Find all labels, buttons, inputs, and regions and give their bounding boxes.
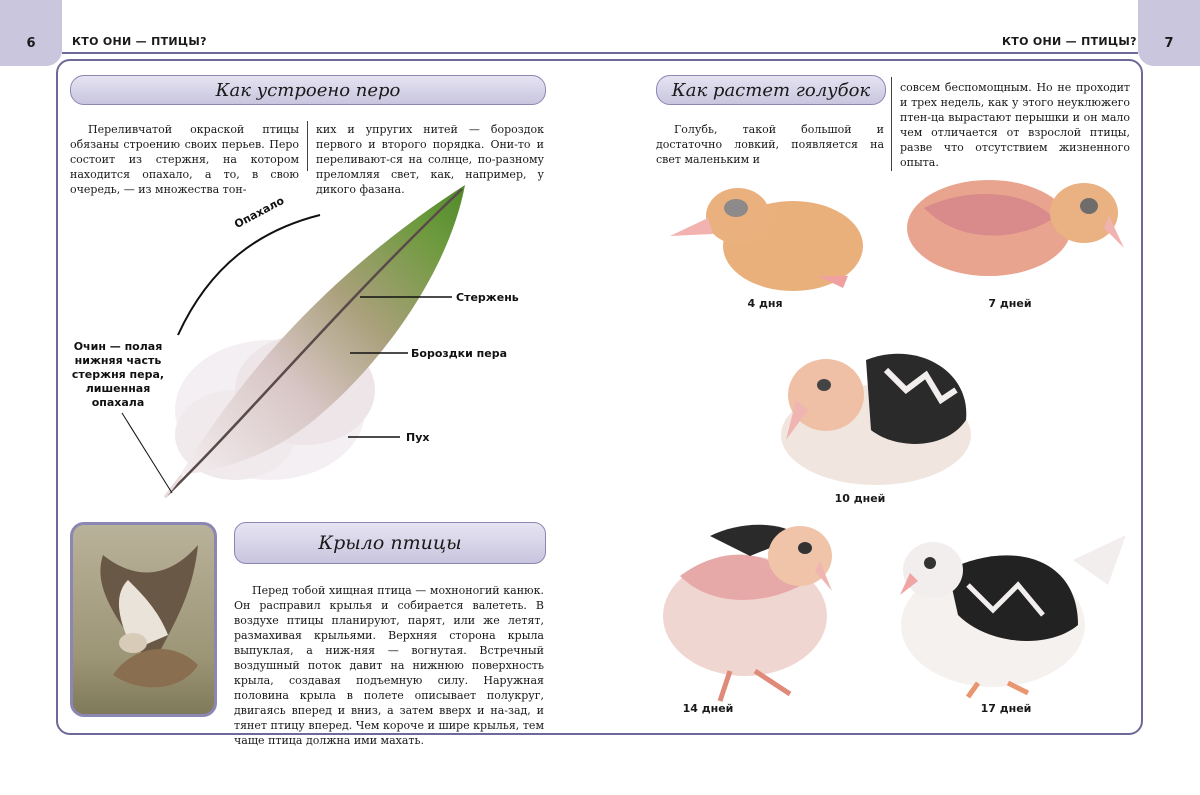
running-title-left: КТО ОНИ — ПТИЦЫ? bbox=[72, 35, 207, 48]
chick-day7-photo bbox=[907, 180, 1124, 276]
chick-day10-photo bbox=[781, 353, 971, 485]
label-barbs: Бороздки пера bbox=[411, 347, 508, 360]
caption-day10: 10 дней bbox=[834, 492, 886, 505]
feather-section-title: Как устроено перо bbox=[70, 75, 546, 105]
pigeon-text-col2: совсем беспомощным. Но не проходит и тре… bbox=[900, 81, 1130, 169]
hawk-photo bbox=[70, 522, 217, 717]
pigeon-text-col1: Голубь, такой большой и достаточно ловки… bbox=[656, 123, 884, 166]
feather-illustration bbox=[121, 185, 465, 498]
caption-day4: 4 дня bbox=[747, 297, 783, 310]
running-title-right: КТО ОНИ — ПТИЦЫ? bbox=[1002, 35, 1137, 48]
wing-section-title: Крыло птицы bbox=[234, 522, 546, 564]
page-number-left: 6 bbox=[0, 0, 62, 66]
caption-day7: 7 дней bbox=[988, 297, 1032, 310]
header-rule bbox=[62, 52, 1138, 54]
caption-day17: 17 дней bbox=[980, 702, 1032, 715]
chick-day17-photo bbox=[900, 535, 1126, 699]
feather-shaft bbox=[164, 188, 463, 498]
page-number-right: 7 bbox=[1138, 0, 1200, 66]
label-calamus: Очин — полая нижняя часть стержня пера, … bbox=[71, 340, 165, 409]
chick-day4-photo bbox=[670, 188, 863, 291]
column-divider bbox=[307, 121, 308, 171]
feather-text-col1: Переливчатой окраской птицы обязаны стро… bbox=[70, 123, 299, 196]
label-down: Пух bbox=[406, 431, 430, 444]
pigeon-section-title: Как растет голубок bbox=[656, 75, 886, 105]
page-frame bbox=[56, 59, 1143, 735]
feather-text-col2: ких и упругих нитей — бороздок первого и… bbox=[316, 123, 544, 196]
wing-text: Перед тобой хищная птица — мохноногий ка… bbox=[234, 584, 544, 747]
label-shaft: Стержень bbox=[456, 291, 519, 304]
column-divider-right bbox=[891, 77, 892, 171]
chick-day14-photo bbox=[663, 524, 832, 702]
caption-day14: 14 дней bbox=[682, 702, 734, 715]
